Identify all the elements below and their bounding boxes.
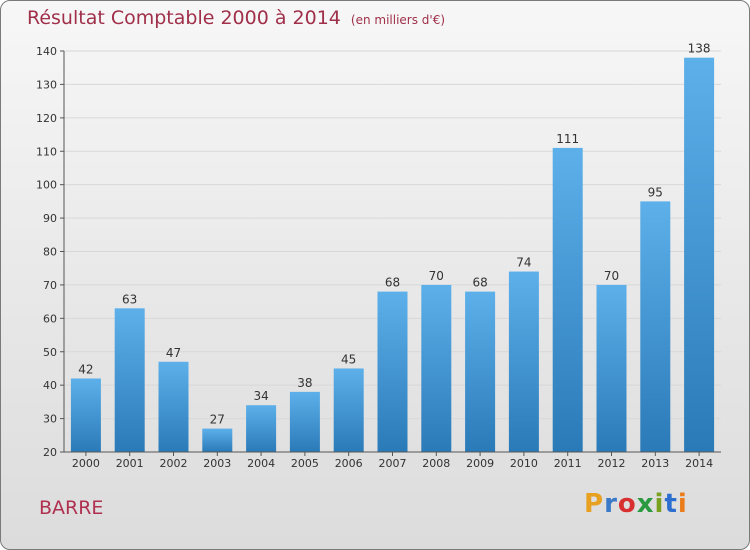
value-label-2008: 70 <box>429 269 444 283</box>
value-label-2009: 68 <box>472 276 487 290</box>
x-tick-label-2010: 2010 <box>510 457 538 470</box>
y-tick-label: 140 <box>36 45 57 58</box>
value-label-2012: 70 <box>604 269 619 283</box>
x-tick-label-2014: 2014 <box>685 457 713 470</box>
bar-2006[interactable] <box>333 368 364 452</box>
value-label-2010: 74 <box>516 256 531 270</box>
value-label-2006: 45 <box>341 352 356 366</box>
value-label-2014: 138 <box>688 42 711 56</box>
x-tick-label-2011: 2011 <box>554 457 582 470</box>
bar-2001[interactable] <box>114 308 145 452</box>
bar-2000[interactable] <box>70 378 101 452</box>
axes <box>60 50 721 456</box>
y-tick-label: 120 <box>36 112 57 125</box>
value-label-2005: 38 <box>297 376 312 390</box>
bar-2004[interactable] <box>246 405 277 452</box>
y-tick-label: 80 <box>43 246 57 259</box>
commune-name: BARRE <box>39 497 104 519</box>
value-label-2003: 27 <box>210 413 225 427</box>
y-tick-label: 110 <box>36 145 57 158</box>
value-label-2002: 47 <box>166 346 181 360</box>
value-label-2013: 95 <box>648 185 663 199</box>
logo-letter: t <box>664 489 678 519</box>
x-tick-label-2012: 2012 <box>598 457 626 470</box>
y-tick-label: 40 <box>43 379 57 392</box>
x-tick-label-2009: 2009 <box>466 457 494 470</box>
bar-2003[interactable] <box>202 428 233 452</box>
bar-2012[interactable] <box>596 284 627 452</box>
bar-2011[interactable] <box>552 147 583 453</box>
bar-2002[interactable] <box>158 361 189 452</box>
x-tick-label-2005: 2005 <box>291 457 319 470</box>
logo-letter: i <box>677 489 688 519</box>
bar-2014[interactable] <box>684 57 715 452</box>
y-tick-label: 90 <box>43 212 57 225</box>
y-tick-label: 60 <box>43 312 57 325</box>
y-tick-label: 50 <box>43 346 57 359</box>
x-tick-label-2001: 2001 <box>116 457 144 470</box>
bar-2007[interactable] <box>377 291 408 452</box>
y-tick-label: 30 <box>43 413 57 426</box>
chart-subtitle: (en milliers d'€) <box>350 13 446 27</box>
value-label-2011: 111 <box>556 132 579 146</box>
x-tick-label-2006: 2006 <box>335 457 363 470</box>
logo-letter: o <box>617 489 637 519</box>
x-tick-label-2013: 2013 <box>641 457 669 470</box>
logo-letter: x <box>636 489 655 519</box>
value-label-2007: 68 <box>385 276 400 290</box>
value-label-2001: 63 <box>122 292 137 306</box>
bar-2013[interactable] <box>640 201 671 452</box>
x-tick-label-2007: 2007 <box>379 457 407 470</box>
x-tick-label-2000: 2000 <box>72 457 100 470</box>
x-tick-label-2002: 2002 <box>160 457 188 470</box>
y-tick-label: 70 <box>43 279 57 292</box>
value-label-2000: 42 <box>78 362 93 376</box>
logo-letter: P <box>584 489 605 519</box>
y-tick-label: 130 <box>36 78 57 91</box>
chart-title: Résultat Comptable 2000 à 2014 <box>27 7 341 29</box>
x-tick-label-2003: 2003 <box>203 457 231 470</box>
bars <box>70 57 715 453</box>
bar-2008[interactable] <box>421 284 452 452</box>
logo-letter: r <box>604 489 618 519</box>
x-tick-label-2004: 2004 <box>247 457 275 470</box>
bar-2010[interactable] <box>508 271 539 452</box>
value-label-2004: 34 <box>253 389 268 403</box>
labels: 20 30 40 50 60 70 80 90 100 110 120 130 140 42 2000 63 2… <box>36 42 713 470</box>
bar-2005[interactable] <box>289 391 320 452</box>
chart-title-block: Résultat Comptable 2000 à 2014 (en millie… <box>27 7 445 29</box>
logo-letter: i <box>654 489 665 519</box>
bar-2009[interactable] <box>465 291 496 452</box>
y-tick-label: 100 <box>36 179 57 192</box>
proxiti-logo[interactable]: Proxiti <box>584 489 688 519</box>
y-tick-label: 20 <box>43 446 57 459</box>
x-tick-label-2008: 2008 <box>422 457 450 470</box>
